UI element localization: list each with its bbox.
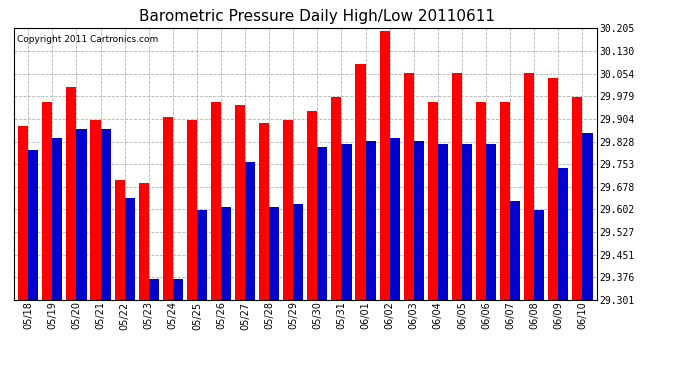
Bar [366,141,375,300]
Bar [139,183,149,300]
Bar [197,210,207,300]
Bar [269,207,279,300]
Bar [149,279,159,300]
Text: Copyright 2011 Cartronics.com: Copyright 2011 Cartronics.com [17,35,158,44]
Bar [534,210,544,300]
Bar [414,141,424,300]
Bar [452,73,462,300]
Bar [486,144,496,300]
Bar [342,144,352,300]
Bar [283,120,293,300]
Bar [187,120,197,300]
Bar [548,78,558,300]
Bar [125,198,135,300]
Bar [476,102,486,300]
Bar [18,126,28,300]
Bar [404,73,414,300]
Bar [163,117,172,300]
Bar [524,73,534,300]
Bar [172,279,183,300]
Bar [380,31,390,300]
Bar [558,168,569,300]
Bar [101,129,110,300]
Bar [115,180,125,300]
Bar [211,102,221,300]
Bar [293,204,304,300]
Bar [307,111,317,300]
Bar [66,87,77,300]
Bar [28,150,39,300]
Bar [90,120,101,300]
Bar [510,201,520,300]
Bar [500,102,510,300]
Bar [428,102,438,300]
Bar [77,129,86,300]
Bar [235,105,245,300]
Bar [390,138,400,300]
Bar [438,144,448,300]
Bar [317,147,328,300]
Bar [42,102,52,300]
Bar [462,144,472,300]
Bar [52,138,63,300]
Bar [355,64,366,300]
Bar [572,97,582,300]
Bar [331,97,342,300]
Bar [245,162,255,300]
Text: Barometric Pressure Daily High/Low 20110611: Barometric Pressure Daily High/Low 20110… [139,9,495,24]
Bar [221,207,231,300]
Bar [259,123,269,300]
Bar [582,134,593,300]
